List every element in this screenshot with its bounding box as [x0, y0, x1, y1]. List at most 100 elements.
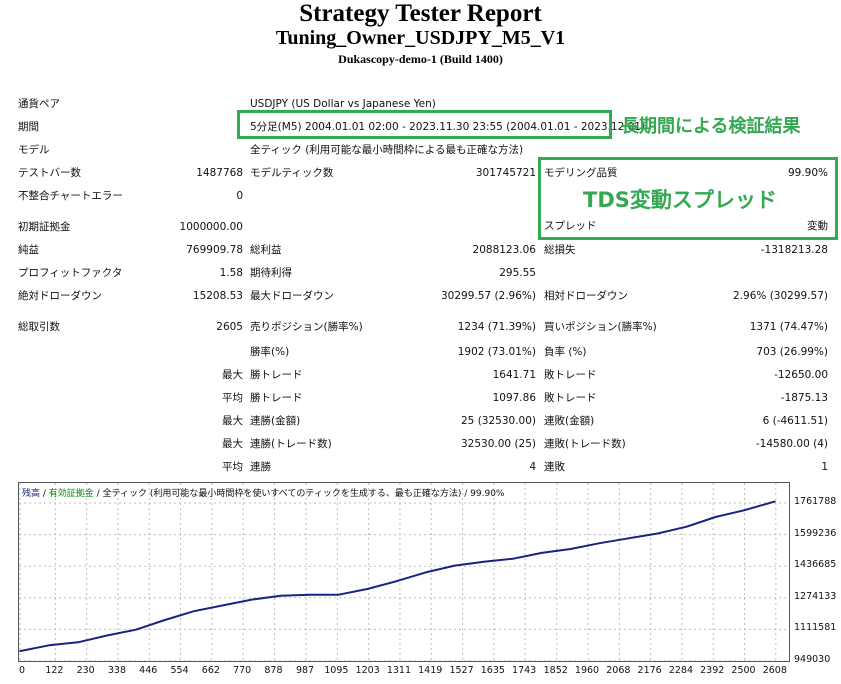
max-consec-prefix-2: 最大: [222, 438, 243, 450]
x-tick-label: 0: [18, 665, 26, 676]
balance-data-point: [164, 619, 166, 621]
mismatch-label: 不整合チャートエラー: [18, 190, 123, 202]
balance-data-point: [424, 571, 427, 574]
chart-legend: 残高 / 有効証拠金 / 全ティック (利用可能な最小時間枠を使いすべてのティッ…: [22, 486, 504, 499]
balance-series-line: [19, 500, 776, 653]
balance-data-point: [309, 593, 311, 596]
y-tick-label: 1274133: [794, 590, 837, 602]
abs-dd-value: 15208.53: [192, 290, 243, 302]
x-tick-label: 2608: [762, 665, 787, 676]
balance-data-point: [774, 500, 776, 503]
x-tick-label: 1095: [324, 665, 349, 676]
pf-value: 1.58: [219, 267, 243, 279]
balance-data-point: [453, 564, 456, 567]
balance-data-point: [222, 604, 224, 607]
balance-data-point: [627, 537, 630, 540]
avg-win-label: 勝トレード: [250, 392, 303, 404]
symbol-value: USDJPY (US Dollar vs Japanese Yen): [250, 98, 436, 110]
largest-prefix: 最大: [222, 369, 243, 381]
legend-balance: 残高: [22, 489, 41, 499]
legend-equity: 有効証拠金: [48, 489, 94, 499]
period-label: 期間: [18, 121, 39, 133]
balance-data-point: [685, 525, 688, 528]
short-value: 1234 (71.39%): [457, 321, 536, 333]
balance-data-point: [598, 542, 601, 544]
pf-label: プロフィットファクタ: [18, 267, 123, 279]
x-tick-label: 446: [139, 665, 158, 676]
balance-data-point: [395, 580, 398, 582]
gross-profit-label: 総利益: [250, 244, 282, 256]
balance-data-point: [106, 634, 108, 637]
period-highlight-box: [237, 110, 612, 139]
long-label: 買いポジション(勝率%): [544, 321, 657, 333]
gross-profit-value: 2088123.06: [472, 244, 536, 256]
rel-dd-label: 相対ドローダウン: [544, 290, 628, 302]
spread-annotation: TDS変動スプレッド: [583, 188, 777, 212]
legend-quality: 99.90%: [470, 489, 505, 499]
report-title: Strategy Tester Report: [299, 0, 542, 27]
short-label: 売りポジション(勝率%): [250, 321, 363, 333]
largest-win-value: 1641.71: [492, 369, 536, 381]
x-tick-label: 662: [201, 665, 220, 676]
expected-value: 295.55: [499, 267, 536, 279]
max-consec-prefix-1: 最大: [222, 415, 243, 427]
model-label: モデル: [18, 144, 50, 156]
x-tick-label: 2500: [731, 665, 756, 676]
y-tick-label: 1111581: [794, 622, 837, 634]
total-trades-label: 総取引数: [18, 321, 60, 333]
max-consec-win-trd-value: 32530.00 (25): [461, 438, 536, 450]
balance-data-point: [540, 552, 543, 554]
long-value: 1371 (74.47%): [749, 321, 828, 333]
max-consec-loss-trd-label: 連敗(トレード数): [544, 438, 626, 450]
x-tick-label: 554: [170, 665, 189, 676]
x-tick-label: 1635: [480, 665, 505, 676]
report-subtitle: Tuning_Owner_USDJPY_M5_V1: [275, 27, 566, 49]
balance-data-point: [714, 516, 717, 518]
balance-chart: [18, 482, 790, 662]
x-tick-label: 1203: [355, 665, 380, 676]
spread-highlight-box: [538, 157, 838, 240]
balance-data-point: [482, 560, 485, 563]
avg-consec-loss-label: 連敗: [544, 461, 565, 473]
x-tick-label: 1852: [543, 665, 568, 676]
y-tick-label: 1599236: [794, 527, 837, 539]
balance-data-point: [569, 548, 572, 550]
gross-loss-label: 総損失: [544, 244, 576, 256]
max-consec-win-amt-label: 連勝(金額): [250, 415, 301, 427]
quality-label: モデリング品質: [544, 167, 618, 179]
max-consec-win-amt-value: 25 (32530.00): [461, 415, 536, 427]
balance-chart-plot: [19, 483, 789, 661]
balance-data-point: [193, 610, 195, 613]
balance-data-point: [48, 644, 50, 647]
avg-win-value: 1097.86: [492, 392, 536, 404]
y-tick-label: 1761788: [794, 496, 837, 507]
x-tick-label: 2284: [668, 665, 694, 676]
largest-loss-label: 敗トレード: [544, 369, 597, 381]
bars-value: 1487768: [196, 167, 243, 179]
balance-data-point: [511, 557, 514, 560]
max-consec-loss-trd-value: -14580.00 (4): [755, 438, 828, 450]
largest-loss-value: -12650.00: [774, 369, 828, 381]
y-tick-label: 949030: [794, 654, 831, 665]
spread-label: スプレッド: [544, 220, 597, 232]
legend-separator: /: [40, 489, 49, 499]
x-tick-label: 338: [107, 665, 127, 676]
max-dd-label: 最大ドローダウン: [250, 290, 334, 302]
balance-data-point: [337, 593, 340, 596]
rel-dd-value: 2.96% (30299.57): [733, 290, 828, 302]
balance-data-point: [77, 641, 79, 644]
avg-loss-label: 敗トレード: [544, 392, 597, 404]
avg-consec-win-label: 連勝: [250, 461, 271, 473]
symbol-label: 通貨ペア: [18, 98, 60, 110]
period-value: 5分足(M5) 2004.01.01 02:00 - 2023.11.30 23…: [250, 121, 646, 133]
balance-data-point: [135, 628, 137, 631]
net-label: 純益: [18, 244, 39, 256]
x-tick-label: 1743: [512, 665, 537, 676]
x-tick-label: 230: [76, 665, 95, 676]
x-tick-label: 2068: [606, 665, 631, 676]
y-tick-label: 1436685: [794, 559, 837, 571]
balance-data-point: [280, 594, 282, 597]
loss-rate-value: 703 (26.99%): [756, 346, 828, 358]
balance-data-point: [656, 532, 659, 535]
x-tick-label: 2392: [700, 665, 725, 676]
